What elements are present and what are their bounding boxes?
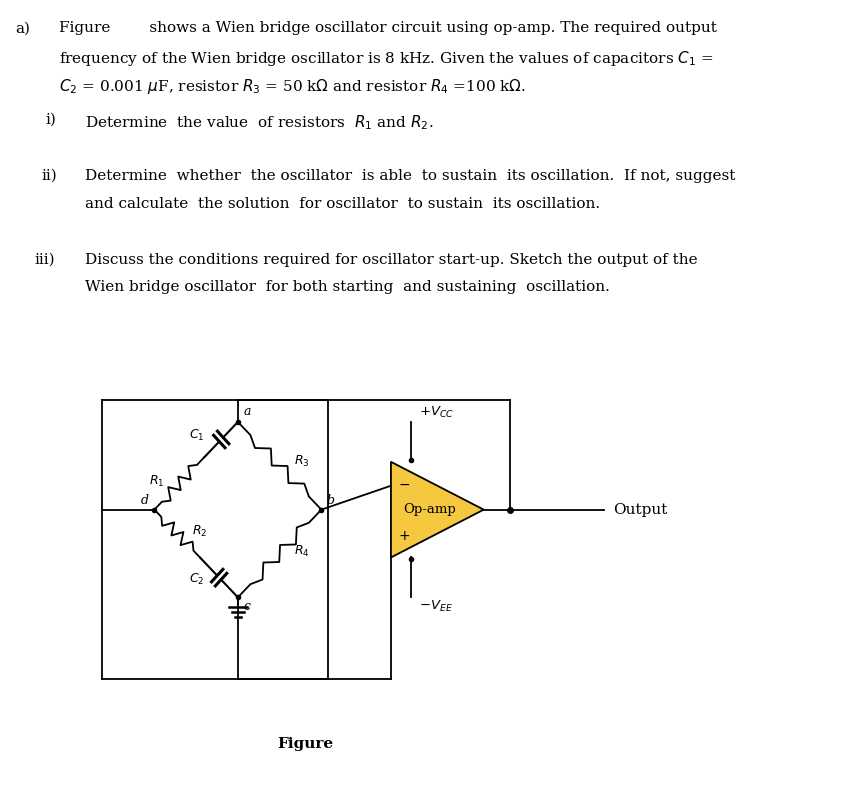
Text: $R_3$: $R_3$: [294, 454, 309, 469]
Text: i): i): [46, 113, 57, 127]
Text: $+V_{CC}$: $+V_{CC}$: [418, 405, 453, 420]
Text: b: b: [326, 493, 335, 506]
Text: c: c: [243, 600, 250, 613]
Text: $+$: $+$: [398, 529, 410, 543]
Text: frequency of the Wien bridge oscillator is 8 kHz. Given the values of capacitors: frequency of the Wien bridge oscillator …: [59, 49, 712, 68]
Text: $R_1$: $R_1$: [149, 474, 164, 489]
Text: d: d: [141, 493, 149, 506]
Text: $-V_{EE}$: $-V_{EE}$: [418, 599, 452, 615]
Polygon shape: [390, 462, 483, 557]
Text: $-$: $-$: [398, 477, 410, 491]
Text: Op-amp: Op-amp: [403, 503, 456, 516]
Text: and calculate  the solution  for oscillator  to sustain  its oscillation.: and calculate the solution for oscillato…: [84, 197, 599, 211]
Text: $C_2$ = 0.001 $\mu$F, resistor $R_3$ = 50 k$\Omega$ and resistor $R_4$ =100 k$\O: $C_2$ = 0.001 $\mu$F, resistor $R_3$ = 5…: [59, 77, 525, 96]
Text: $R_4$: $R_4$: [294, 544, 310, 559]
Text: $R_2$: $R_2$: [192, 524, 207, 539]
Text: a): a): [15, 21, 31, 36]
Text: a: a: [243, 405, 250, 418]
Text: Discuss the conditions required for oscillator start-up. Sketch the output of th: Discuss the conditions required for osci…: [84, 253, 697, 266]
Text: Determine  whether  the oscillator  is able  to sustain  its oscillation.  If no: Determine whether the oscillator is able…: [84, 168, 734, 183]
Text: Determine  the value  of resistors  $R_1$ and $R_2$.: Determine the value of resistors $R_1$ a…: [84, 113, 433, 132]
Text: Figure        shows a Wien bridge oscillator circuit using op-amp. The required : Figure shows a Wien bridge oscillator ci…: [59, 21, 716, 36]
Text: iii): iii): [35, 253, 55, 266]
Text: $C_1$: $C_1$: [189, 428, 204, 443]
Text: Wien bridge oscillator  for both starting  and sustaining  oscillation.: Wien bridge oscillator for both starting…: [84, 280, 609, 294]
Text: $C_2$: $C_2$: [189, 572, 204, 587]
Text: Output: Output: [613, 503, 667, 517]
Text: ii): ii): [41, 168, 57, 183]
Text: Figure: Figure: [277, 737, 333, 751]
